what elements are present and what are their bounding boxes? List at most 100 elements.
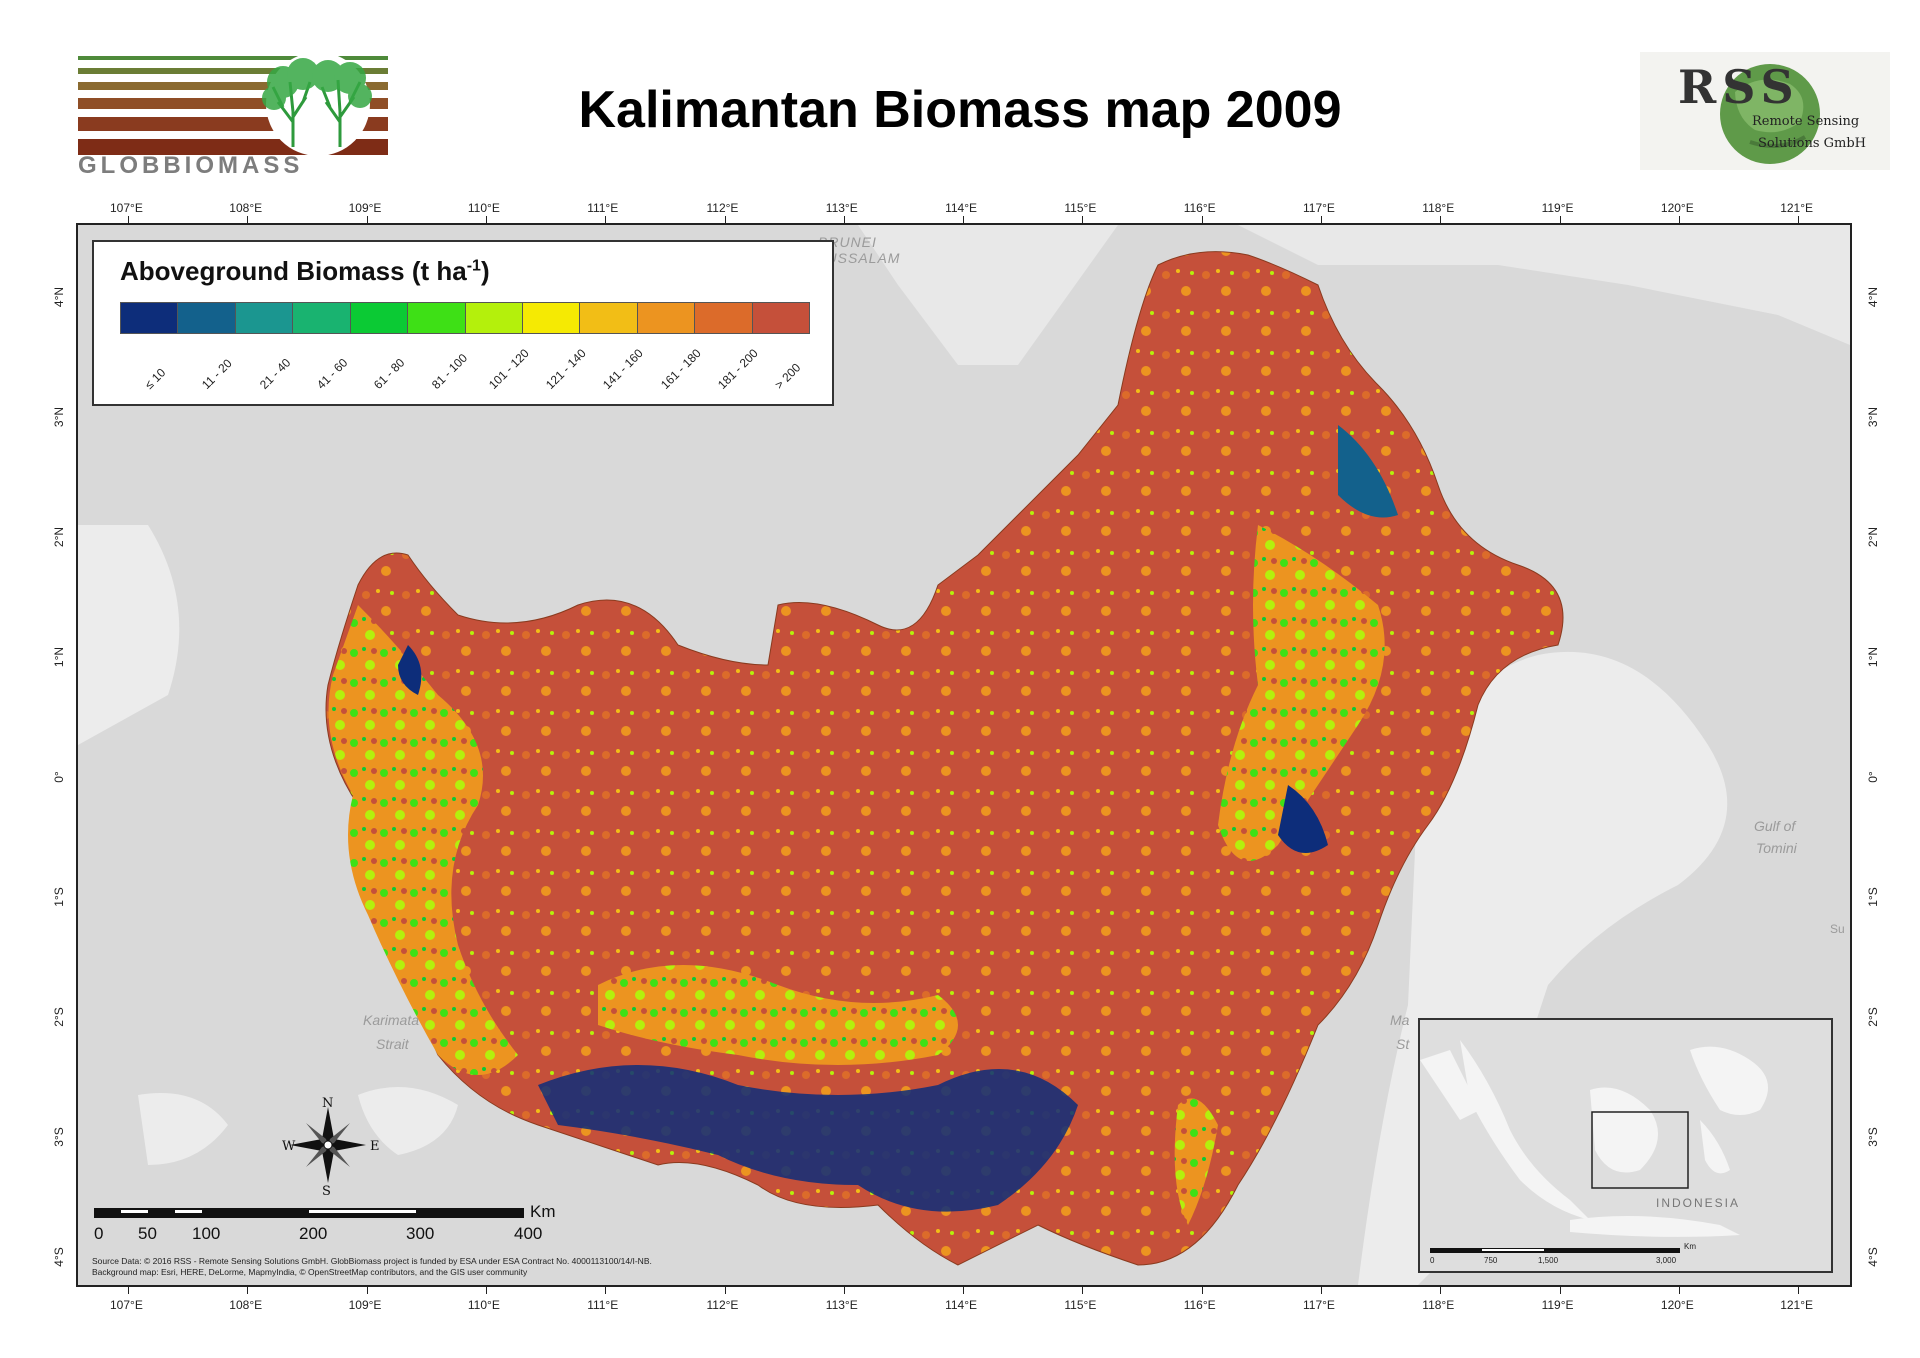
legend-swatch: [522, 303, 581, 333]
scale-label: 100: [192, 1224, 221, 1243]
legend-title-end: ): [480, 256, 490, 286]
scale-bar: Km 0 50 100 200 300 400: [94, 1202, 556, 1243]
rss-globe-graphic: [1720, 64, 1820, 164]
legend-swatch: [293, 303, 351, 333]
mahakam-lakes: [1278, 785, 1328, 853]
latitude-tick-label: 2°S: [52, 1007, 66, 1027]
scale-unit: Km: [530, 1202, 556, 1221]
scale-label: 300: [406, 1224, 435, 1243]
legend-class-label: 181 - 200: [715, 346, 761, 392]
globbiomass-logo: GLOBBIOMASS: [78, 52, 388, 179]
latitude-tick-label: 3°S: [1866, 1127, 1880, 1147]
legend-swatch: [121, 303, 179, 333]
rss-logo-text: RSS: [1678, 60, 1800, 114]
latitude-tick-label: 1°N: [52, 646, 66, 668]
longitude-tick-mark: [963, 216, 965, 223]
longitude-tick-mark: [1678, 1287, 1680, 1294]
longitude-tick-label: 114°E: [945, 201, 978, 215]
longitude-tick-label: 118°E: [1422, 201, 1455, 215]
longitude-tick-label: 120°E: [1660, 1298, 1694, 1312]
label-makassar-strait: St: [1396, 1036, 1410, 1052]
longitude-tick-mark: [1798, 1287, 1800, 1294]
inset-canvas: [1420, 1020, 1831, 1271]
longitude-tick-label: 112°E: [706, 1298, 739, 1312]
west-coast-mixed: [328, 605, 518, 1075]
legend-title: Aboveground Biomass (t ha-1): [120, 256, 490, 287]
inset-scale-750: 750: [1484, 1256, 1498, 1265]
north-land: [78, 225, 1850, 365]
legend-class-label: 101 - 120: [485, 346, 532, 392]
longitude-tick-mark: [366, 216, 368, 223]
longitude-tick-mark: [605, 216, 607, 223]
longitude-tick-label: 107°E: [110, 201, 143, 215]
legend-swatch: [637, 303, 696, 333]
latitude-tick-label: 4°S: [52, 1247, 66, 1267]
longitude-tick-label: 117°E: [1303, 1298, 1335, 1312]
longitude-tick-label: 119°E: [1541, 201, 1574, 215]
longitude-tick-label: 117°E: [1303, 201, 1335, 215]
latitude-tick-label: 3°S: [52, 1127, 66, 1147]
compass-w: W: [282, 1139, 296, 1154]
longitude-tick-mark: [1201, 1287, 1203, 1294]
latitude-tick-label: 4°N: [1866, 286, 1880, 308]
longitude-tick-label: 109°E: [348, 1298, 382, 1312]
longitude-tick-mark: [128, 1287, 129, 1294]
inset-extent-box: [1591, 1111, 1689, 1189]
longitude-tick-label: 119°E: [1541, 1298, 1574, 1312]
longitude-tick-mark: [1321, 216, 1322, 223]
longitude-tick-mark: [1082, 1287, 1084, 1294]
longitude-tick-label: 111°E: [587, 1298, 619, 1312]
legend-class-label: 121 - 140: [543, 346, 589, 392]
west-land: [78, 525, 180, 745]
legend-title-sup: -1: [466, 257, 481, 275]
island-bangka: [138, 1093, 228, 1165]
legend-swatch: [752, 303, 810, 333]
longitude-tick-mark: [1201, 216, 1203, 223]
longitude-tick-mark: [1440, 1287, 1442, 1294]
inset-map: INDONESIA Km 0 750 1,500 3,000: [1418, 1018, 1833, 1273]
legend-class-label: ≤ 10: [142, 365, 169, 392]
legend-swatch: [235, 303, 294, 333]
label-sulawesi: Su: [1830, 922, 1845, 936]
longitude-tick-label: 110°E: [467, 1298, 500, 1312]
latitude-tick-label: 2°S: [1866, 1007, 1880, 1027]
kapuas-peat: [398, 645, 422, 695]
longitude-tick-label: 116°E: [1183, 201, 1216, 215]
legend-swatch: [408, 303, 466, 333]
legend-class-label: > 200: [772, 360, 804, 392]
latitude-tick-label: 4°N: [52, 286, 66, 308]
legend-title-text: Aboveground Biomass (t ha: [120, 256, 467, 286]
longitude-tick-mark: [485, 1287, 487, 1294]
latitude-tick-label: 2°N: [52, 526, 66, 548]
inset-scale-1500: 1,500: [1538, 1256, 1559, 1265]
longitude-tick-mark: [963, 1287, 965, 1294]
legend-class-label: 21 - 40: [256, 355, 293, 392]
rss-logo: RSS Remote Sensing Solutions GmbH: [1640, 52, 1890, 170]
longitude-tick-label: 111°E: [587, 201, 619, 215]
legend-swatch: [350, 303, 409, 333]
longitude-tick-label: 116°E: [1183, 1298, 1216, 1312]
longitude-tick-label: 113°E: [825, 1298, 858, 1312]
scale-label: 0: [94, 1224, 104, 1243]
latitude-tick-label: 1°N: [1866, 646, 1880, 668]
south-mixed: [598, 965, 958, 1065]
rss-logo-subtext-1: Remote Sensing: [1752, 114, 1860, 129]
source-data-note: Source Data: © 2016 RSS - Remote Sensing…: [92, 1256, 652, 1266]
legend-color-bar: [120, 302, 810, 334]
longitude-tick-mark: [485, 216, 487, 223]
latitude-tick-label: 0°: [1866, 771, 1880, 783]
longitude-tick-label: 110°E: [467, 201, 500, 215]
longitude-tick-label: 118°E: [1422, 1298, 1455, 1312]
longitude-tick-mark: [1678, 216, 1680, 223]
inset-scale-unit: Km: [1684, 1242, 1696, 1251]
legend-swatch: [465, 303, 523, 333]
longitude-tick-mark: [1440, 216, 1442, 223]
laut-island: [1174, 1098, 1218, 1225]
inset-scale-3000: 3,000: [1656, 1256, 1677, 1265]
longitude-tick-mark: [1082, 216, 1084, 223]
label-makassar: Ma: [1390, 1012, 1410, 1028]
legend-class-label: 41 - 60: [313, 355, 351, 392]
compass-n: N: [322, 1096, 333, 1111]
east-mixed: [1218, 525, 1385, 861]
label-strait: Strait: [376, 1036, 410, 1052]
